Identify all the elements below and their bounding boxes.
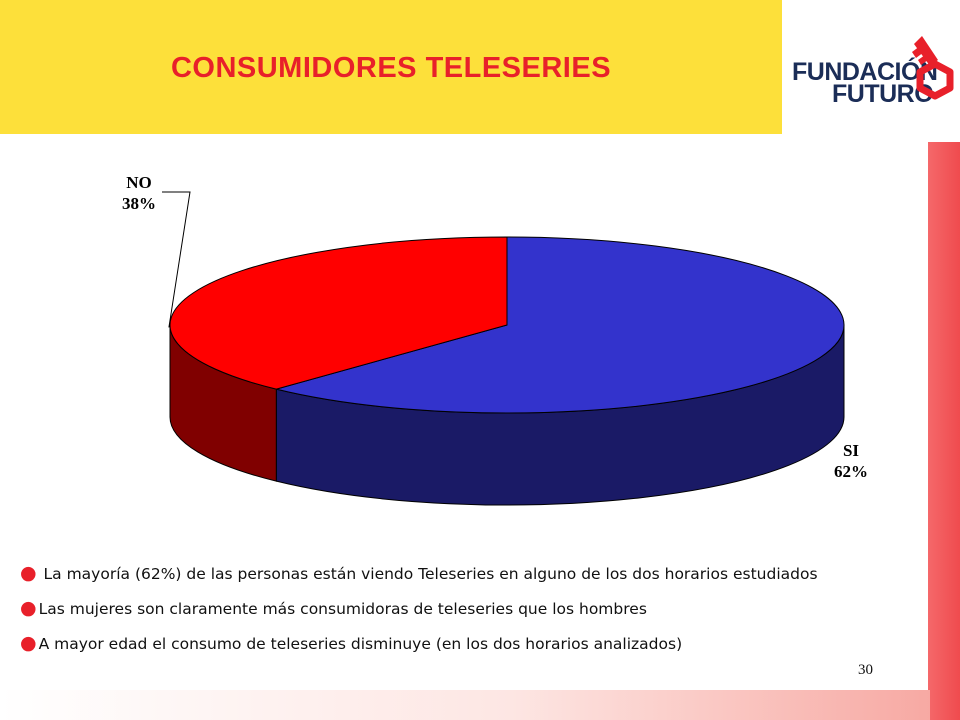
key-icon xyxy=(912,36,954,100)
slice-label-si: SI 62% xyxy=(834,440,868,482)
bullet-text: Las mujeres son claramente más consumido… xyxy=(38,600,647,618)
stripe-gap xyxy=(928,134,960,142)
pie-slice-si xyxy=(274,236,845,414)
title-bar: CONSUMIDORES TELESERIES xyxy=(0,0,782,134)
bullet-dot-icon: ● xyxy=(20,632,37,654)
bullet-list: ● La mayoría (62%) de las personas están… xyxy=(20,563,900,668)
bullet-text: A mayor edad el consumo de teleseries di… xyxy=(38,635,683,653)
page-title: CONSUMIDORES TELESERIES xyxy=(170,52,612,84)
bullet-dot-icon: ● xyxy=(20,562,37,584)
pie-slice-no xyxy=(169,236,508,390)
bullet-item: ● Las mujeres son claramente más consumid… xyxy=(20,598,900,620)
leader-line-no xyxy=(162,191,191,328)
page-number: 30 xyxy=(858,662,873,678)
slice-name-si: SI xyxy=(842,441,860,460)
slice-label-no: NO 38% xyxy=(122,172,156,214)
slice-name-no: NO xyxy=(126,173,152,192)
bullet-item: ● La mayoría (62%) de las personas están… xyxy=(20,563,900,585)
pie-chart: NO 38% SI 62% xyxy=(0,140,930,540)
bullet-item: ● A mayor edad el consumo de teleseries d… xyxy=(20,633,900,655)
pie-chart-svg xyxy=(162,191,845,506)
fundacion-futuro-logo: FUNDACIÓN FUTURO xyxy=(790,30,960,110)
slice-value-si: 62% xyxy=(834,462,868,481)
logo-text-line1: FUNDACIÓN xyxy=(792,58,938,86)
bullet-text: La mayoría (62%) de las personas están v… xyxy=(38,565,818,583)
slice-value-no: 38% xyxy=(122,194,156,213)
bottom-decorative-fade xyxy=(0,690,930,720)
right-decorative-stripe xyxy=(928,134,960,720)
bullet-dot-icon: ● xyxy=(20,597,37,619)
